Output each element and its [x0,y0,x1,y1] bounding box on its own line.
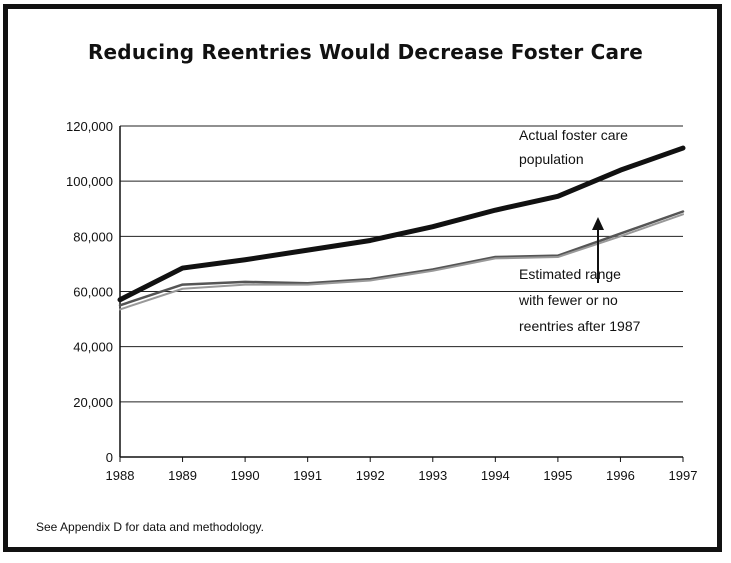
y-tick-label: 40,000 [73,340,113,355]
x-tick-label: 1997 [669,468,698,483]
y-tick-label: 20,000 [73,395,113,410]
y-tick-label: 100,000 [66,174,113,189]
x-tick-label: 1994 [481,468,510,483]
x-tick-label: 1989 [168,468,197,483]
annotation-arrow-head [592,217,604,230]
annotation-actual: population [519,151,584,167]
annotation-estimated: with fewer or no [518,292,618,308]
x-tick-label: 1995 [543,468,572,483]
series-actual-line [117,145,686,303]
x-tick-label: 1991 [293,468,322,483]
x-tick-label: 1996 [606,468,635,483]
y-tick-label: 80,000 [73,229,113,244]
x-tick-label: 1990 [231,468,260,483]
x-tick-label: 1993 [418,468,447,483]
chart-title: Reducing Reentries Would Decrease Foster… [87,40,644,64]
series-estimated-line [118,210,685,307]
chart-frame [3,4,722,552]
annotation-actual: Actual foster care [519,127,628,143]
x-tick-label: 1988 [106,468,135,483]
y-tick-label: 60,000 [73,285,113,300]
annotation-estimated: reentries after 1987 [519,318,641,334]
x-tick-label: 1992 [356,468,385,483]
y-tick-label: 120,000 [66,119,113,134]
y-tick-label: 0 [106,450,113,465]
footnote: See Appendix D for data and methodology. [36,520,264,534]
annotation-estimated: Estimated range [519,266,621,282]
series-estimated-line [119,213,684,311]
